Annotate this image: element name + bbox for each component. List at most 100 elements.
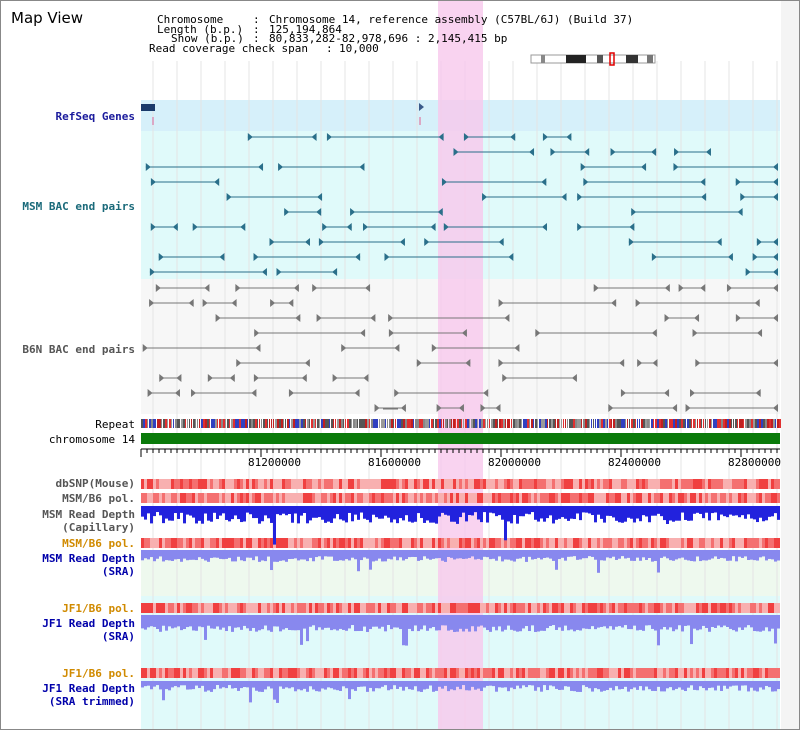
- jf1-b6-pol-cell: [621, 603, 624, 613]
- repeat-element: [519, 419, 521, 428]
- track-label-msm-b6-pol-2[interactable]: MSM/B6 pol.: [62, 537, 135, 550]
- jf1-trimmed-depth-bar: [609, 685, 612, 688]
- msm-b6-pol-2-cell: [615, 538, 618, 548]
- dbsnp-cell: [432, 479, 435, 489]
- repeat-element: [595, 419, 596, 428]
- jf1-b6-pol-cell: [396, 603, 399, 613]
- repeat-element: [581, 419, 582, 428]
- dbsnp-cell: [216, 479, 219, 489]
- track-label-jf1-b6-pol[interactable]: JF1/B6 pol.: [62, 602, 135, 615]
- jf1-b6-pol-cell: [333, 603, 336, 613]
- msm-b6-pol-cell: [276, 493, 279, 503]
- header-length-sep: :: [253, 23, 260, 36]
- msm-b6-pol-2-cell: [570, 538, 573, 548]
- jf1-b6-pol-cell: [387, 603, 390, 613]
- repeat-element: [657, 419, 660, 428]
- jf1-sra-depth-bar: [399, 625, 402, 630]
- b6n-bac-pair-end: [664, 284, 670, 292]
- dbsnp-cell: [333, 479, 336, 489]
- msm-capillary-depth-bar: [558, 512, 561, 519]
- repeat-element: [551, 419, 553, 428]
- msm-capillary-depth-bar: [642, 512, 645, 516]
- track-label-jf1-depth-trimmed[interactable]: JF1 Read Depth: [42, 682, 135, 695]
- jf1-sra-depth-bar: [672, 625, 675, 632]
- msm-b6-pol-cell: [735, 493, 738, 503]
- jf1-b6-pol-cell: [423, 603, 426, 613]
- msm-b6-pol-cell: [492, 493, 495, 503]
- track-label-msm-depth-sra[interactable]: MSM Read Depth: [42, 552, 135, 565]
- jf1-trimmed-depth-bar: [309, 685, 312, 687]
- msm-b6-pol-cell: [417, 493, 420, 503]
- track-label-chromosome[interactable]: chromosome 14: [48, 433, 135, 446]
- msm-capillary-depth-bar: [315, 512, 318, 518]
- jf1-b6-pol-2-cell: [162, 668, 165, 678]
- track-label-dbsnp[interactable]: dbSNP(Mouse): [55, 477, 135, 490]
- jf1-trimmed-depth-bar: [756, 685, 759, 692]
- jf1-sra-depth-bar: [663, 625, 666, 628]
- msm-sra-depth-bar: [396, 556, 399, 561]
- msm-sra-depth-bar: [519, 556, 522, 559]
- jf1-b6-pol-2-cell: [570, 668, 573, 678]
- track-label-jf1-depth-sra[interactable]: JF1 Read Depth: [42, 617, 135, 630]
- repeat-element: [219, 419, 222, 428]
- repeat-element: [153, 419, 155, 428]
- jf1-b6-pol-cell: [528, 603, 531, 613]
- repeat-element: [625, 419, 626, 428]
- jf1-b6-pol-2-cell: [507, 668, 510, 678]
- dbsnp-cell: [657, 479, 660, 489]
- jf1-b6-pol-2-cell: [240, 668, 243, 678]
- msm-sra-depth-bar: [141, 556, 144, 561]
- header-length-key: Length (b.p.): [157, 23, 244, 36]
- msm-capillary-depth-bar: [627, 512, 630, 518]
- b6n-bac-pair-end: [498, 359, 504, 367]
- msm-capillary-depth-bar: [609, 512, 612, 516]
- msm-capillary-depth-bar: [240, 512, 243, 523]
- jf1-trimmed-depth-bar: [603, 685, 606, 691]
- track-label-b6n-bac[interactable]: B6N BAC end pairs: [22, 343, 135, 356]
- track-label-msm-b6-pol[interactable]: MSM/B6 pol.: [62, 492, 135, 505]
- track-label-msm-depth-capillary[interactable]: MSM Read Depth: [42, 508, 135, 521]
- msm-b6-pol-2-cell: [708, 538, 711, 548]
- dbsnp-cell: [684, 479, 687, 489]
- msm-b6-pol-cell: [351, 493, 354, 503]
- b6n-bac-pair-end: [726, 284, 732, 292]
- msm-b6-pol-cell: [270, 493, 273, 503]
- jf1-sra-depth-bar: [375, 625, 378, 627]
- jf1-b6-pol-cell: [540, 603, 543, 613]
- jf1-sra-depth-bar: [288, 625, 291, 631]
- msm-b6-pol-2-cell: [144, 538, 147, 548]
- msm-b6-pol-cell: [516, 493, 519, 503]
- jf1-b6-pol-2-cell: [438, 668, 441, 678]
- track-label-jf1-b6-pol-2[interactable]: JF1/B6 pol.: [62, 667, 135, 680]
- dbsnp-cell: [159, 479, 162, 489]
- dbsnp-cell: [609, 479, 612, 489]
- msm-b6-pol-2-cell: [567, 538, 570, 548]
- msm-sra-depth-bar: [153, 556, 156, 562]
- msm-b6-pol-2-cell: [288, 538, 291, 548]
- msm-sra-depth-bar: [372, 556, 375, 562]
- msm-b6-pol-2-cell: [498, 538, 501, 548]
- jf1-sra-depth-bar: [567, 625, 570, 631]
- repeat-element: [575, 419, 578, 428]
- msm-capillary-depth-bar: [768, 512, 771, 517]
- jf1-b6-pol-cell: [270, 603, 273, 613]
- jf1-sra-depth-bar: [666, 625, 669, 630]
- track-label-msm-bac[interactable]: MSM BAC end pairs: [22, 200, 135, 213]
- track-label-refseq[interactable]: RefSeq Genes: [55, 110, 135, 123]
- repeat-element: [629, 419, 630, 428]
- jf1-trimmed-depth-bar: [261, 685, 264, 692]
- msm-sra-depth-bar: [630, 556, 633, 561]
- msm-bac-pair-end: [284, 208, 290, 216]
- msm-sra-depth-bar: [483, 556, 486, 557]
- msm-b6-pol-2-cell: [579, 538, 582, 548]
- msm-capillary-depth-bar: [429, 512, 432, 523]
- jf1-sra-depth-bar: [477, 625, 480, 627]
- msm-b6-pol-cell: [423, 493, 426, 503]
- msm-b6-pol-2-cell: [453, 538, 456, 548]
- dbsnp-cell: [612, 479, 615, 489]
- jf1-b6-pol-cell: [201, 603, 204, 613]
- track-label-repeat[interactable]: Repeat: [95, 418, 135, 431]
- msm-b6-pol-cell: [327, 493, 330, 503]
- repeat-element: [669, 419, 672, 428]
